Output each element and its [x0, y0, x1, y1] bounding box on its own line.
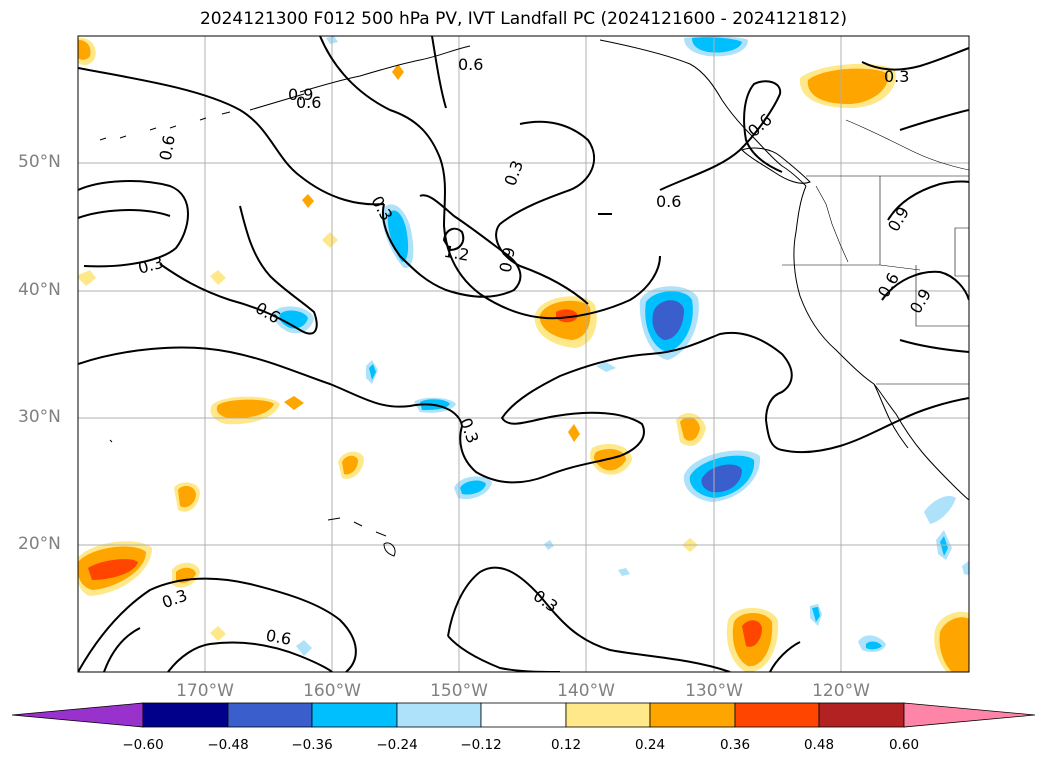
contour-label: 0.9 — [288, 85, 313, 104]
colorbar-tick-label: −0.24 — [376, 737, 418, 753]
colorbar-tick-label: 0.36 — [719, 737, 751, 753]
contour-label: 1.2 — [442, 242, 470, 265]
colorbar-tick-label: 0.60 — [888, 737, 920, 753]
contour-label-group: 0.6 0.9 0.6 0.6 0.3 0.3 1.2 0.9 0.3 0.6 … — [136, 55, 935, 649]
colorbar-segment — [480, 702, 567, 728]
lat-label-50n: 50°N — [18, 152, 61, 172]
colorbar-segment — [142, 702, 229, 728]
contour-label: 0.6 — [874, 269, 903, 301]
contour-label: 0.6 — [156, 134, 179, 162]
contour-label: 0.3 — [159, 586, 189, 613]
map-title: 2024121300 F012 500 hPa PV, IVT Landfall… — [199, 9, 847, 29]
contour-label: 0.9 — [496, 246, 519, 274]
contour-label: 0.6 — [296, 93, 321, 112]
graticule — [78, 36, 969, 672]
contour-label: 0.6 — [656, 192, 681, 211]
contour-label: 0.9 — [884, 203, 913, 235]
colorbar-tick-label: 0.24 — [634, 737, 666, 753]
pv-contours — [78, 36, 969, 672]
plot-frame — [77, 35, 970, 673]
lon-label-140w: 140°W — [557, 681, 615, 701]
colorbar-tick-label: 0.12 — [550, 737, 582, 753]
contour-label: 0.6 — [264, 626, 292, 649]
colorbar-tick-label: −0.48 — [207, 737, 249, 753]
colorbar-segment — [227, 702, 313, 728]
colorbar-segment — [818, 702, 905, 728]
colorbar-segment — [734, 702, 820, 728]
contour-label: 0.3 — [501, 158, 528, 188]
lat-label-30n: 30°N — [18, 407, 61, 427]
contour-label: 0.6 — [744, 110, 776, 141]
contour-label: 0.6 — [458, 55, 483, 74]
colorbar-extend-high — [903, 702, 1036, 728]
borders — [782, 119, 969, 385]
lon-label-130w: 130°W — [685, 681, 743, 701]
contour-label: 0.3 — [884, 67, 909, 86]
colorbar-tick-label: −0.36 — [291, 737, 333, 753]
coastlines — [99, 39, 969, 557]
pv-shading — [78, 36, 969, 672]
lon-label-150w: 150°W — [430, 681, 488, 701]
lon-label-170w: 170°W — [176, 681, 234, 701]
contour-label: 0.9 — [906, 285, 935, 317]
colorbar-segment — [565, 702, 651, 728]
lat-label-40n: 40°N — [18, 280, 61, 300]
map-plot-area: 0.6 0.9 0.6 0.6 0.3 0.3 1.2 0.9 0.3 0.6 … — [78, 36, 969, 672]
colorbar — [11, 702, 1036, 728]
contour-label: 0.3 — [136, 253, 166, 278]
colorbar-tick-label: −0.12 — [460, 737, 502, 753]
colorbar-tick-label: 0.48 — [803, 737, 835, 753]
colorbar-tick-label: −0.60 — [122, 737, 164, 753]
colorbar-segment — [649, 702, 736, 728]
lon-label-160w: 160°W — [303, 681, 361, 701]
lat-label-20n: 20°N — [18, 534, 61, 554]
colorbar-segment — [396, 702, 482, 728]
colorbar-extend-low — [11, 702, 144, 728]
colorbar-segment — [311, 702, 398, 728]
lon-label-120w: 120°W — [812, 681, 870, 701]
